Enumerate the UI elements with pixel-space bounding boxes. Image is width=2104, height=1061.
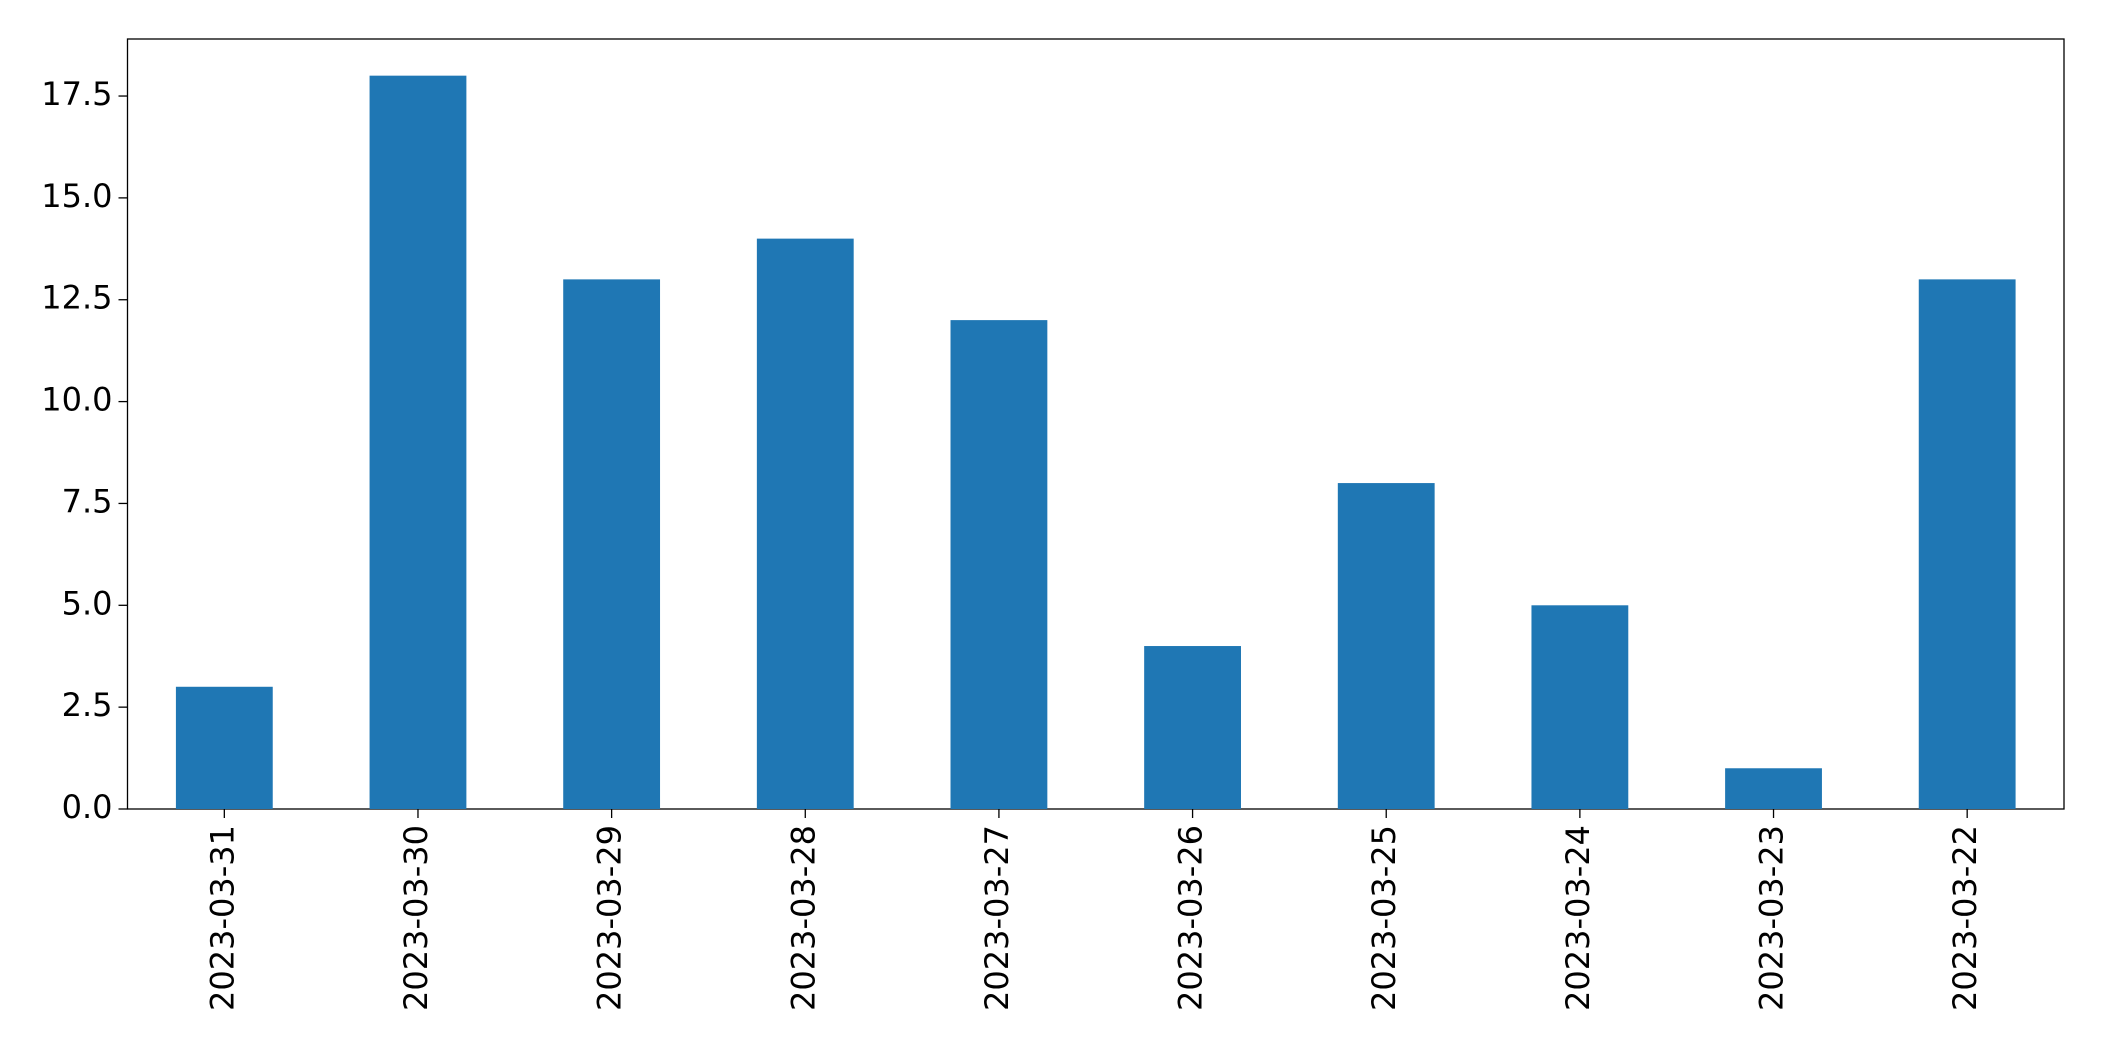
bar — [1918, 279, 2016, 809]
plot-frame — [126, 38, 2065, 810]
x-tick-label: 2023-03-25 — [1365, 825, 1403, 1011]
bar — [563, 279, 661, 809]
y-tick-label: 0.0 — [62, 788, 113, 826]
y-tick-label: 17.5 — [41, 75, 112, 113]
y-tick-label: 7.5 — [62, 482, 113, 520]
bar — [1531, 605, 1629, 809]
y-tick-label: 15.0 — [41, 177, 112, 215]
x-tick-label: 2023-03-22 — [1946, 825, 1984, 1011]
x-tick-label: 2023-03-29 — [591, 825, 629, 1011]
x-tick-label: 2023-03-26 — [1172, 825, 1210, 1011]
bar — [1144, 646, 1241, 809]
bar — [1337, 483, 1435, 809]
x-tick-label: 2023-03-30 — [397, 825, 435, 1011]
bar — [950, 320, 1048, 809]
x-tick-label: 2023-03-31 — [203, 825, 241, 1011]
bar — [1725, 768, 1822, 809]
y-tick-label: 2.5 — [62, 686, 113, 724]
y-tick-label: 10.0 — [41, 381, 112, 419]
x-tick-label: 2023-03-23 — [1753, 825, 1791, 1011]
bar — [175, 686, 273, 809]
bar — [756, 238, 854, 809]
y-tick-label: 12.5 — [41, 279, 112, 317]
x-tick-label: 2023-03-28 — [784, 825, 822, 1011]
bar — [369, 75, 467, 809]
x-tick-label: 2023-03-27 — [978, 825, 1016, 1011]
x-tick-label: 2023-03-24 — [1559, 825, 1597, 1011]
y-tick-label: 5.0 — [62, 584, 113, 622]
